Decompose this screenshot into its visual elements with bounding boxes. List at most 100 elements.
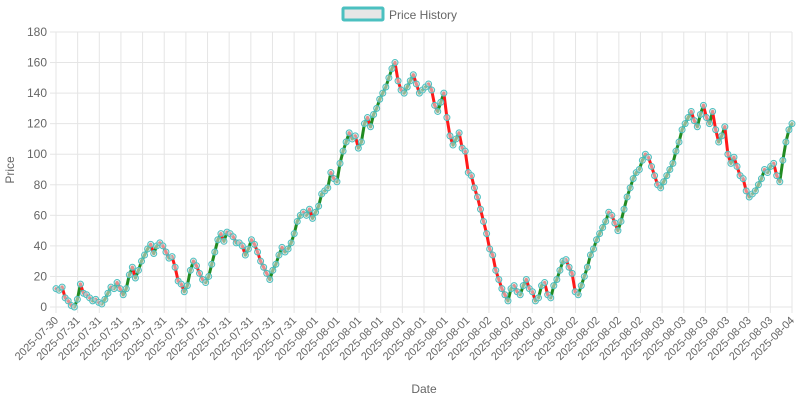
legend-label[interactable]: Price History bbox=[389, 8, 457, 22]
data-point[interactable] bbox=[312, 208, 320, 216]
data-point[interactable] bbox=[342, 138, 350, 146]
data-point[interactable] bbox=[669, 159, 677, 167]
data-point[interactable] bbox=[574, 291, 582, 299]
data-point[interactable] bbox=[718, 132, 726, 140]
data-point[interactable] bbox=[241, 251, 249, 259]
data-point[interactable] bbox=[739, 175, 747, 183]
data-point[interactable] bbox=[583, 263, 591, 271]
data-point[interactable] bbox=[443, 114, 451, 122]
data-point[interactable] bbox=[473, 193, 481, 201]
data-point[interactable] bbox=[159, 242, 167, 250]
data-point[interactable] bbox=[315, 202, 323, 210]
data-point[interactable] bbox=[409, 71, 417, 79]
data-point[interactable] bbox=[324, 184, 332, 192]
data-point[interactable] bbox=[333, 178, 341, 186]
data-point[interactable] bbox=[354, 144, 362, 152]
data-point[interactable] bbox=[360, 120, 368, 128]
data-point[interactable] bbox=[550, 282, 558, 290]
data-point[interactable] bbox=[635, 166, 643, 173]
data-point[interactable] bbox=[712, 126, 720, 134]
data-point[interactable] bbox=[327, 169, 335, 177]
data-point[interactable] bbox=[715, 138, 723, 146]
data-point[interactable] bbox=[293, 217, 301, 225]
data-point[interactable] bbox=[434, 107, 442, 115]
data-point[interactable] bbox=[345, 129, 353, 137]
data-point[interactable] bbox=[611, 219, 619, 227]
data-point[interactable] bbox=[535, 294, 543, 302]
data-point[interactable] bbox=[706, 120, 714, 128]
data-point[interactable] bbox=[171, 263, 179, 271]
data-point[interactable] bbox=[186, 266, 194, 274]
data-point[interactable] bbox=[104, 289, 112, 297]
data-point[interactable] bbox=[208, 260, 216, 268]
data-point[interactable] bbox=[110, 285, 118, 293]
data-point[interactable] bbox=[730, 153, 738, 161]
data-point[interactable] bbox=[501, 291, 509, 299]
data-point[interactable] bbox=[504, 297, 512, 305]
data-point[interactable] bbox=[751, 187, 759, 195]
data-point[interactable] bbox=[138, 257, 146, 265]
data-point[interactable] bbox=[183, 282, 191, 290]
data-point[interactable] bbox=[779, 156, 787, 164]
data-point[interactable] bbox=[449, 141, 457, 149]
data-point[interactable] bbox=[556, 266, 564, 274]
data-point[interactable] bbox=[367, 123, 375, 131]
data-point[interactable] bbox=[684, 114, 692, 122]
data-point[interactable] bbox=[663, 172, 671, 180]
data-point[interactable] bbox=[541, 279, 549, 287]
data-point[interactable] bbox=[202, 279, 210, 287]
data-point[interactable] bbox=[364, 114, 372, 122]
data-point[interactable] bbox=[721, 123, 729, 131]
data-point[interactable] bbox=[693, 123, 701, 131]
data-point[interactable] bbox=[770, 159, 778, 167]
data-point[interactable] bbox=[553, 276, 561, 283]
data-point[interactable] bbox=[147, 240, 155, 248]
data-point[interactable] bbox=[131, 274, 139, 282]
data-point[interactable] bbox=[702, 114, 710, 122]
data-point[interactable] bbox=[177, 280, 185, 288]
data-point[interactable] bbox=[287, 239, 295, 247]
data-point[interactable] bbox=[141, 251, 149, 259]
data-point[interactable] bbox=[446, 132, 454, 140]
data-point[interactable] bbox=[626, 184, 634, 192]
data-point[interactable] bbox=[651, 172, 659, 180]
data-point[interactable] bbox=[382, 83, 390, 91]
data-point[interactable] bbox=[754, 181, 762, 189]
data-point[interactable] bbox=[486, 245, 494, 253]
data-point[interactable] bbox=[58, 283, 66, 291]
data-point[interactable] bbox=[73, 295, 81, 303]
data-point[interactable] bbox=[629, 175, 637, 183]
data-point[interactable] bbox=[122, 285, 130, 293]
data-point[interactable] bbox=[623, 193, 631, 201]
data-point[interactable] bbox=[150, 250, 158, 258]
data-point[interactable] bbox=[483, 230, 491, 238]
data-point[interactable] bbox=[385, 74, 393, 82]
data-point[interactable] bbox=[391, 59, 399, 67]
data-point[interactable] bbox=[351, 132, 359, 140]
data-point[interactable] bbox=[403, 83, 411, 91]
data-point[interactable] bbox=[309, 214, 317, 222]
data-point[interactable] bbox=[113, 279, 121, 287]
data-point[interactable] bbox=[437, 98, 445, 106]
data-point[interactable] bbox=[269, 266, 277, 274]
data-point[interactable] bbox=[70, 303, 78, 311]
data-point[interactable] bbox=[406, 77, 414, 85]
data-point[interactable] bbox=[638, 156, 646, 164]
data-point[interactable] bbox=[687, 107, 695, 115]
data-point[interactable] bbox=[76, 280, 84, 288]
data-point[interactable] bbox=[476, 205, 484, 213]
data-point[interactable] bbox=[192, 262, 200, 270]
data-point[interactable] bbox=[696, 111, 704, 118]
data-point[interactable] bbox=[742, 187, 750, 195]
data-point[interactable] bbox=[373, 104, 381, 112]
data-point[interactable] bbox=[648, 162, 656, 170]
data-point[interactable] bbox=[489, 251, 497, 259]
data-point[interactable] bbox=[776, 178, 784, 186]
data-point[interactable] bbox=[617, 217, 625, 225]
data-point[interactable] bbox=[196, 269, 204, 277]
data-point[interactable] bbox=[220, 237, 228, 245]
data-point[interactable] bbox=[370, 111, 378, 118]
data-point[interactable] bbox=[217, 230, 225, 238]
data-point[interactable] bbox=[602, 217, 610, 225]
data-point[interactable] bbox=[764, 169, 772, 177]
